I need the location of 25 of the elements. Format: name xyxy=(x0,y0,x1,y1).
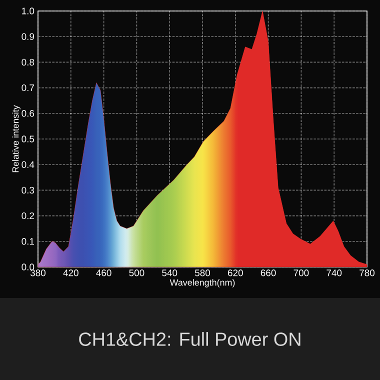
y-tick-label: 0.1 xyxy=(22,238,34,245)
y-tick-label: 0.6 xyxy=(22,110,34,117)
y-tick-label: 0.9 xyxy=(22,33,34,40)
x-tick-label: 580 xyxy=(194,270,210,276)
x-tick-label: 540 xyxy=(162,270,178,276)
x-tick-label: 740 xyxy=(326,270,342,276)
x-tick-label: 700 xyxy=(294,270,309,276)
x-tick-label: 500 xyxy=(129,270,144,276)
x-tick-label: 620 xyxy=(228,270,243,276)
text: CH1&CH2: Full Power ON xyxy=(79,332,300,346)
x-axis-title: Wavelength(nm) xyxy=(170,279,235,288)
x-tick-label: 660 xyxy=(260,270,276,276)
y-tick-label: 0.8 xyxy=(22,58,34,66)
x-tick-label: 380 xyxy=(30,270,46,276)
x-tick-label: 420 xyxy=(63,270,78,276)
y-tick-label: 1.0 xyxy=(22,8,34,14)
y-tick-label: 0.5 xyxy=(22,136,34,142)
y-tick-label: 0.4 xyxy=(22,161,34,168)
x-tick-label: 460 xyxy=(96,270,112,276)
x-tick-label: 780 xyxy=(360,270,375,276)
y-axis-title: Relative intensity xyxy=(12,105,20,172)
y-tick-label: 0.3 xyxy=(22,186,34,194)
y-tick-label: 0.0 xyxy=(22,264,34,270)
y-tick-label: 0.2 xyxy=(22,212,34,220)
y-tick-label: 0.7 xyxy=(22,84,34,92)
